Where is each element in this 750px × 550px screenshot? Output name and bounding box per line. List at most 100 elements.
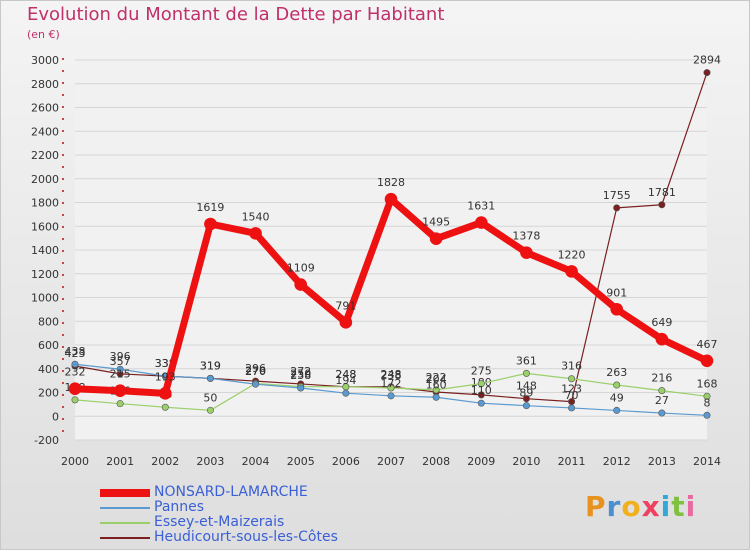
data-point	[655, 332, 669, 346]
data-point	[161, 403, 169, 411]
legend-label: NONSARD-LAMARCHE	[154, 484, 308, 500]
data-point	[432, 386, 440, 394]
data-label: 238	[290, 369, 311, 382]
data-label: 160	[426, 378, 447, 391]
data-label: 50	[203, 391, 217, 404]
data-point	[613, 204, 621, 212]
data-label: 901	[606, 286, 627, 299]
data-label: 70	[565, 389, 579, 402]
y-tick-label: 1000	[31, 292, 59, 305]
legend-swatch	[100, 537, 150, 539]
data-label: 2894	[693, 54, 721, 67]
data-point	[700, 354, 714, 368]
data-label: 123	[561, 383, 582, 396]
data-point	[297, 384, 305, 392]
data-label: 1781	[648, 186, 676, 199]
y-tick-label: 400	[38, 363, 59, 376]
data-point	[568, 375, 576, 383]
data-point	[68, 382, 82, 396]
data-point	[703, 411, 711, 419]
y-tick-label: 2400	[31, 125, 59, 138]
y-tick-label: 200	[38, 387, 59, 400]
data-label: 248	[381, 368, 402, 381]
data-label: 250	[290, 368, 311, 381]
data-label: 319	[200, 359, 221, 372]
data-label: 361	[516, 354, 537, 367]
data-label: 396	[110, 350, 131, 363]
x-tick-label: 2002	[151, 455, 179, 468]
data-point	[204, 217, 217, 231]
data-label: 232	[65, 366, 86, 379]
y-tick-label: 800	[38, 315, 59, 328]
data-label: 272	[290, 365, 311, 378]
data-point	[568, 404, 576, 412]
data-point	[249, 227, 262, 240]
x-tick-label: 2011	[558, 455, 586, 468]
data-point	[342, 389, 350, 397]
data-label: 1220	[558, 248, 586, 261]
data-point	[113, 384, 127, 398]
data-label: 423	[65, 347, 86, 360]
data-point	[158, 387, 172, 400]
data-point	[71, 360, 79, 368]
data-label: 1619	[196, 201, 224, 214]
legend-swatch	[100, 507, 150, 509]
data-point	[522, 395, 530, 403]
data-point	[294, 278, 308, 291]
data-label: 8	[704, 396, 711, 409]
legend-label: Pannes	[154, 499, 205, 515]
y-tick-label: 2200	[31, 149, 59, 162]
data-label: 276	[245, 364, 266, 377]
data-point	[658, 201, 666, 209]
y-tick-label: 3000	[31, 54, 59, 67]
data-point	[477, 391, 485, 399]
x-tick-label: 2014	[693, 455, 721, 468]
data-point	[613, 381, 621, 389]
brand-logo: Proxiti	[585, 490, 697, 523]
x-tick-label: 2006	[332, 455, 360, 468]
y-tick-label: 1200	[31, 268, 59, 281]
data-label: 467	[697, 338, 718, 351]
data-label: 1631	[467, 200, 495, 213]
data-point	[206, 406, 214, 414]
data-point	[71, 396, 79, 404]
data-point	[429, 232, 443, 246]
x-tick-label: 2003	[196, 455, 224, 468]
data-label: 357	[110, 355, 131, 368]
data-point	[477, 399, 485, 407]
x-tick-label: 2009	[467, 455, 495, 468]
data-point	[252, 380, 260, 388]
data-point	[387, 384, 395, 392]
data-label: 649	[651, 316, 672, 329]
x-tick-label: 2008	[422, 455, 450, 468]
data-label: 791	[335, 299, 356, 312]
x-tick-label: 2013	[648, 455, 676, 468]
x-tick-label: 2007	[377, 455, 405, 468]
data-label: 204	[426, 373, 447, 386]
x-tick-label: 2000	[61, 455, 89, 468]
data-point	[522, 369, 530, 377]
y-tick-label: 2600	[31, 102, 59, 115]
chart-title: Evolution du Montant de la Dette par Hab…	[27, 4, 445, 25]
data-point	[432, 393, 440, 401]
data-label: 319	[200, 359, 221, 372]
data-point	[610, 302, 624, 316]
data-label: 49	[610, 391, 624, 404]
data-label: 222	[426, 371, 447, 384]
data-label: 193	[155, 370, 176, 383]
data-label: 1378	[512, 230, 540, 243]
data-label: 168	[697, 377, 718, 390]
data-point	[384, 192, 398, 206]
data-point	[522, 402, 530, 410]
y-tick-label: -200	[34, 434, 59, 447]
y-tick-label: 1600	[31, 220, 59, 233]
data-point	[613, 406, 621, 414]
x-tick-label: 2004	[242, 455, 270, 468]
data-point	[387, 392, 395, 400]
data-point	[474, 216, 488, 229]
data-point	[565, 265, 578, 278]
data-label: 316	[561, 360, 582, 373]
data-label: 296	[245, 362, 266, 375]
data-label: 172	[381, 377, 402, 390]
chart-subtitle: (en €)	[27, 28, 60, 41]
